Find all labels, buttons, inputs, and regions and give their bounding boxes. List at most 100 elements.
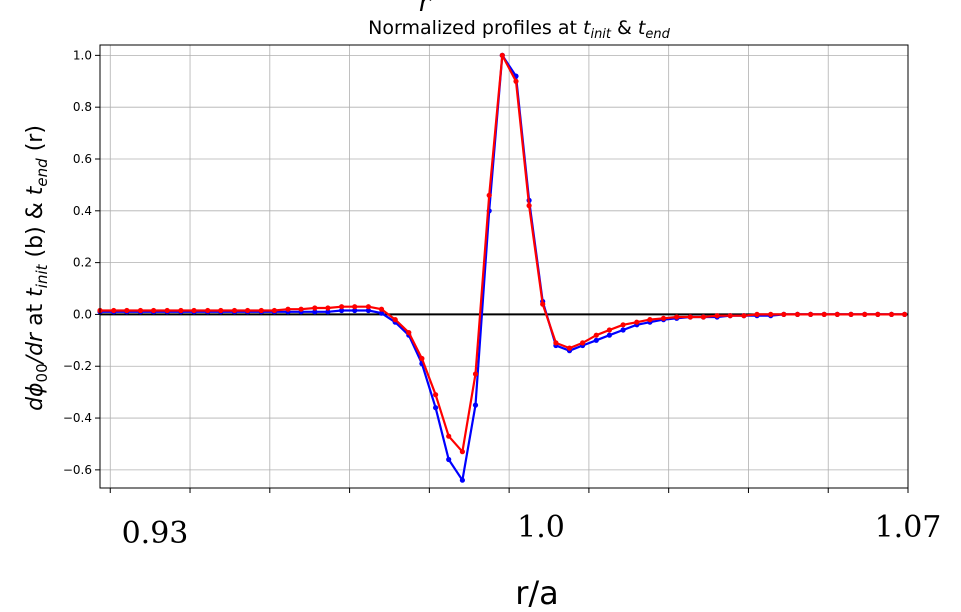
series-1-point-16 xyxy=(312,305,317,310)
series-1-point-17 xyxy=(325,305,330,310)
series-1-point-20 xyxy=(366,304,371,309)
series-1-point-60 xyxy=(902,312,907,317)
series-1-point-1 xyxy=(111,308,116,313)
grid xyxy=(100,45,908,488)
series-1-point-18 xyxy=(339,304,344,309)
y-tick-label-4: 0.2 xyxy=(73,256,92,270)
series-0-point-37 xyxy=(594,338,599,343)
series-1-point-55 xyxy=(835,312,840,317)
series-1-point-4 xyxy=(151,308,156,313)
ylabel-phi: ϕ xyxy=(23,382,48,397)
series-1-point-24 xyxy=(419,356,424,361)
ylabel-mid: (b) & xyxy=(23,195,48,264)
y-tick-label-3: 0.0 xyxy=(73,307,92,321)
y-ticks: −0.6 −0.4 −0.2 0.0 0.2 0.4 0.6 0.8 1.0 xyxy=(63,48,100,477)
series-1-point-50 xyxy=(768,312,773,317)
title-s2: end xyxy=(645,27,670,42)
series-0-line xyxy=(100,55,905,480)
series-1-point-5 xyxy=(165,308,170,313)
plot-frame xyxy=(100,45,908,488)
series-1-point-15 xyxy=(299,307,304,312)
y-tick-label-6: 0.6 xyxy=(73,152,92,166)
series-1-point-33 xyxy=(540,302,545,307)
series-1-point-54 xyxy=(822,312,827,317)
series-1-point-37 xyxy=(594,333,599,338)
series-1-point-7 xyxy=(191,308,196,313)
series-1-point-52 xyxy=(795,312,800,317)
ylabel-d: d xyxy=(23,396,48,411)
series-1-point-30 xyxy=(500,53,505,58)
series-1-point-3 xyxy=(138,308,143,313)
chart-title: Normalized profiles at tinit & tend xyxy=(368,17,670,42)
series-1-point-35 xyxy=(567,346,572,351)
series-1-point-41 xyxy=(647,317,652,322)
series-1-point-25 xyxy=(433,392,438,397)
series-1-point-29 xyxy=(487,193,492,198)
series-1-point-42 xyxy=(661,316,666,321)
ylabel-phi-sub: 00 xyxy=(33,363,51,382)
series-1-point-39 xyxy=(621,322,626,327)
series-1-point-38 xyxy=(607,327,612,332)
y-tick-label-8: 1.0 xyxy=(73,48,92,62)
series-1-point-56 xyxy=(848,312,853,317)
x-ticks xyxy=(110,488,908,493)
series-1-point-46 xyxy=(715,313,720,318)
title-base: Normalized profiles at xyxy=(368,17,583,39)
series-1-point-26 xyxy=(446,434,451,439)
series-1-point-14 xyxy=(285,307,290,312)
x-tick-label-2: 1.07 xyxy=(875,510,942,545)
series-1-point-23 xyxy=(406,330,411,335)
series-1-point-8 xyxy=(205,308,210,313)
series-1-point-57 xyxy=(862,312,867,317)
series-1-point-28 xyxy=(473,371,478,376)
ylabel-at: at xyxy=(23,297,48,333)
series-1-point-48 xyxy=(741,313,746,318)
title-s1: init xyxy=(590,27,611,42)
series-1-point-59 xyxy=(889,312,894,317)
x-tick-label-1: 1.0 xyxy=(517,510,565,545)
ylabel-t2-sub: end xyxy=(33,158,51,187)
series-1-point-58 xyxy=(875,312,880,317)
series-0-point-27 xyxy=(460,478,465,483)
series-1-point-11 xyxy=(245,308,250,313)
x-axis-label: r/a xyxy=(515,574,559,612)
series-1-point-12 xyxy=(259,308,264,313)
series-1-point-44 xyxy=(688,314,693,319)
series-1-point-21 xyxy=(379,307,384,312)
y-tick-label-0: −0.6 xyxy=(63,463,92,477)
y-tick-label-1: −0.4 xyxy=(63,411,92,425)
series-1-point-22 xyxy=(393,317,398,322)
y-tick-label-7: 0.8 xyxy=(73,100,92,114)
series-1 xyxy=(97,53,907,455)
series-1-point-53 xyxy=(808,312,813,317)
series-1-line xyxy=(100,55,905,451)
cutoff-glyph: r xyxy=(418,0,432,18)
series-0-point-38 xyxy=(607,333,612,338)
series-1-point-49 xyxy=(754,312,759,317)
ylabel-end: (r) xyxy=(23,125,48,158)
series-1-point-31 xyxy=(513,79,518,84)
series-1-point-36 xyxy=(580,340,585,345)
ylabel-t1-sub: init xyxy=(33,263,51,288)
series-1-point-19 xyxy=(352,304,357,309)
x-tick-label-0: 0.93 xyxy=(122,516,189,551)
series-1-point-2 xyxy=(124,308,129,313)
series-1-point-9 xyxy=(218,308,223,313)
series-0-point-39 xyxy=(621,327,626,332)
series-1-point-47 xyxy=(728,313,733,318)
series-1-point-43 xyxy=(674,314,679,319)
series-1-point-51 xyxy=(781,312,786,317)
series-1-point-6 xyxy=(178,308,183,313)
series-1-point-10 xyxy=(232,308,237,313)
series-1-point-40 xyxy=(634,320,639,325)
series-1-point-45 xyxy=(701,314,706,319)
series-0-point-25 xyxy=(433,405,438,410)
y-tick-label-2: −0.2 xyxy=(63,359,92,373)
y-tick-label-5: 0.4 xyxy=(73,204,92,218)
series-1-point-32 xyxy=(527,203,532,208)
series-0-point-26 xyxy=(446,457,451,462)
series-1-point-34 xyxy=(553,340,558,345)
series-1-point-27 xyxy=(460,449,465,454)
title-amp: & xyxy=(611,17,638,39)
